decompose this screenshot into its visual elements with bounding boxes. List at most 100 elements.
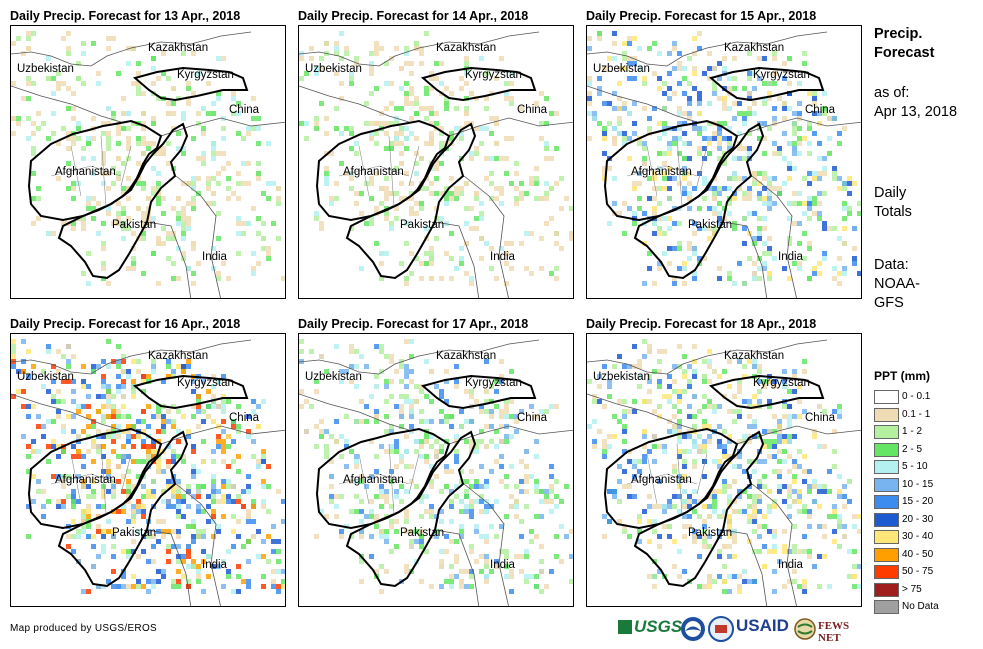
country-label-pakistan: Pakistan [400,219,445,231]
precip-cells [11,339,285,594]
legend-label: 30 - 40 [902,531,934,542]
legend-label: 15 - 20 [902,496,934,507]
country-label-kyrgyzstan: Kyrgyzstan [177,377,234,389]
country-label-china: China [229,412,260,424]
country-label-pakistan: Pakistan [400,527,445,539]
country-label-pakistan: Pakistan [112,527,157,539]
forecast-panel: Daily Precip. Forecast for 13 Apr., 2018… [10,7,286,299]
country-label-pakistan: Pakistan [688,527,733,539]
country-label-uzbekistan: Uzbekistan [305,63,362,75]
country-label-afghanistan: Afghanistan [55,166,116,178]
forecast-map: Kazakhstan Uzbekistan Kyrgyzstan China Afgha… [586,333,862,607]
country-label-kazakhstan: Kazakhstan [436,350,497,362]
legend-swatch [874,390,899,404]
precip-cells [299,339,573,594]
asof-date: Apr 13, 2018 [874,104,958,120]
legend-item: 0 - 0.1 [874,390,974,404]
legend-label: 10 - 15 [902,478,934,490]
country-label-afghanistan: Afghanistan [343,166,404,178]
forecast-map: Kazakhstan Uzbekistan Kyrgyzstan China Afgha… [10,333,286,607]
legend-item: 10 - 15 [874,477,974,492]
country-label-kazakhstan: Kazakhstan [148,42,209,54]
legend-swatch [874,425,899,439]
country-label-pakistan: Pakistan [688,219,733,231]
fewsnet-logo-text: FEWS NET [818,620,850,644]
data-line3: GFS [874,295,904,311]
country-label-afghanistan: Afghanistan [631,474,692,486]
country-label-china: China [517,412,548,424]
sidebar-data-source: Data: NOAA- GFS [874,256,920,313]
country-label-uzbekistan: Uzbekistan [17,63,74,75]
legend-label: 0.1 - 1 [902,408,931,420]
legend-swatch [874,530,899,544]
legend-swatch [874,582,899,597]
noaa-seal-icon [681,617,705,641]
map-graphic [11,339,285,606]
country-label-pakistan: Pakistan [112,219,157,231]
country-label-india: India [490,251,515,263]
country-label-afghanistan: Afghanistan [631,166,692,178]
legend-item: 5 - 10 [874,460,974,474]
legend-swatch [874,547,899,562]
legend-item: 15 - 20 [874,495,974,509]
footer-credit: Map produced by USGS/EROS [10,623,158,634]
sidebar-title-line1: Precip. [874,26,923,42]
legend-label: 20 - 30 [902,513,934,525]
legend-item: > 75 [874,582,974,597]
legend-label: 2 - 5 [902,443,923,455]
legend-title: PPT (mm) [874,369,931,383]
legend-swatch [874,442,899,457]
country-label-afghanistan: Afghanistan [343,474,404,486]
panel-title: Daily Precip. Forecast for 14 Apr., 2018 [298,9,529,23]
totals-line2: Totals [874,204,912,220]
map-graphic [587,339,861,606]
map-graphic [587,31,861,298]
ofda-seal-icon [708,616,734,642]
legend-label: > 75 [902,583,922,595]
country-label-china: China [805,412,836,424]
country-label-india: India [778,251,803,263]
usaid-logo: USAID [736,616,792,644]
ofda-logo [708,616,734,644]
country-label-kyrgyzstan: Kyrgyzstan [465,69,522,81]
country-label-kyrgyzstan: Kyrgyzstan [465,377,522,389]
forecast-map: Kazakhstan Uzbekistan Kyrgyzstan China Afgha… [298,25,574,299]
country-label-india: India [778,559,803,571]
data-line2: NOAA- [874,276,920,292]
precip-cells [11,31,285,286]
legend-item: 50 - 75 [874,565,974,579]
forecast-panel: Daily Precip. Forecast for 14 Apr., 2018… [298,7,574,299]
legend-swatch [874,495,899,509]
country-label-afghanistan: Afghanistan [55,474,116,486]
legend-label: 1 - 2 [902,426,923,437]
country-label-china: China [517,104,548,116]
legend-item: 20 - 30 [874,512,974,527]
country-label-india: India [490,559,515,571]
legend-label: 0 - 0.1 [902,391,931,402]
legend-item: 2 - 5 [874,442,974,457]
forecast-panel: Daily Precip. Forecast for 16 Apr., 2018… [10,315,286,607]
forecast-map: Kazakhstan Uzbekistan Kyrgyzstan China Afgha… [586,25,862,299]
legend-swatch [874,407,899,422]
country-label-kazakhstan: Kazakhstan [148,350,209,362]
legend-item: 0.1 - 1 [874,407,974,422]
country-label-uzbekistan: Uzbekistan [593,371,650,383]
legend-swatch [874,477,899,492]
legend-item: 1 - 2 [874,425,974,439]
precip-cells [299,31,573,286]
legend-swatch [874,460,899,474]
forecast-map: Kazakhstan Uzbekistan Kyrgyzstan China Afgha… [10,25,286,299]
country-label-kazakhstan: Kazakhstan [724,350,785,362]
country-label-china: China [229,104,260,116]
country-label-kyrgyzstan: Kyrgyzstan [177,69,234,81]
legend-label: 40 - 50 [902,548,934,560]
map-graphic [299,31,573,298]
forecast-map: Kazakhstan Uzbekistan Kyrgyzstan China Afgha… [298,333,574,607]
legend-swatch [874,600,899,614]
forecast-panel: Daily Precip. Forecast for 15 Apr., 2018… [586,7,862,299]
country-label-kyrgyzstan: Kyrgyzstan [753,69,810,81]
country-label-uzbekistan: Uzbekistan [305,371,362,383]
forecast-panel: Daily Precip. Forecast for 18 Apr., 2018… [586,315,862,607]
panel-title: Daily Precip. Forecast for 16 Apr., 2018 [10,317,241,331]
forecast-panel: Daily Precip. Forecast for 17 Apr., 2018… [298,315,574,607]
